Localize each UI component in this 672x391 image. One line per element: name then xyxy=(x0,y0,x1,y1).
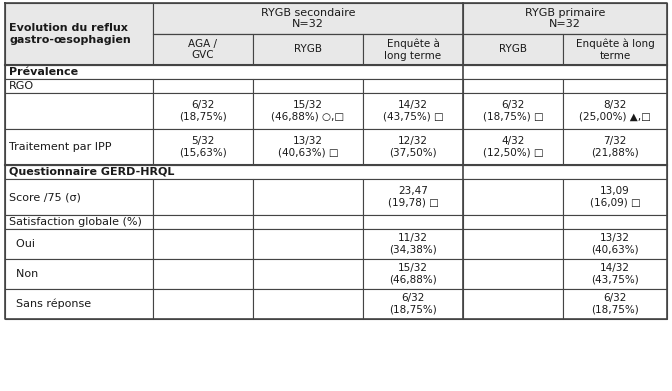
Bar xyxy=(253,34,363,65)
Bar xyxy=(153,289,253,319)
Text: 5/32
(15,63%): 5/32 (15,63%) xyxy=(179,136,227,158)
Text: AGA /
GVC: AGA / GVC xyxy=(189,39,218,60)
Bar xyxy=(5,65,667,79)
Bar xyxy=(5,165,667,179)
Bar xyxy=(363,229,463,259)
Bar xyxy=(363,259,463,289)
Text: 7/32
(21,88%): 7/32 (21,88%) xyxy=(591,136,639,158)
Bar xyxy=(563,179,667,215)
Bar xyxy=(153,179,253,215)
Bar xyxy=(463,79,563,93)
Text: 12/32
(37,50%): 12/32 (37,50%) xyxy=(389,136,437,158)
Bar xyxy=(253,229,363,259)
Text: RYGB: RYGB xyxy=(294,45,322,54)
Bar xyxy=(463,93,563,129)
Text: Enquête à
long terme: Enquête à long terme xyxy=(384,38,442,61)
Bar xyxy=(5,79,153,93)
Text: 6/32
(18,75%): 6/32 (18,75%) xyxy=(179,100,227,122)
Text: 8/32
(25,00%) ▲,□: 8/32 (25,00%) ▲,□ xyxy=(579,100,651,122)
Bar xyxy=(253,93,363,129)
Bar xyxy=(363,34,463,65)
Text: 13/32
(40,63%): 13/32 (40,63%) xyxy=(591,233,639,255)
Text: Satisfaction globale (%): Satisfaction globale (%) xyxy=(9,217,142,227)
Bar xyxy=(5,3,667,65)
Bar xyxy=(563,34,667,65)
Text: 15/32
(46,88%) ○,□: 15/32 (46,88%) ○,□ xyxy=(271,100,345,122)
Text: Oui: Oui xyxy=(9,239,35,249)
Text: Evolution du reflux
gastro-œsophagien: Evolution du reflux gastro-œsophagien xyxy=(9,23,131,45)
Bar xyxy=(563,289,667,319)
Bar xyxy=(363,179,463,215)
Bar xyxy=(153,34,253,65)
Bar xyxy=(363,129,463,165)
Text: RGO: RGO xyxy=(9,81,34,91)
Bar xyxy=(463,3,667,34)
Text: RYGB primaire
N=32: RYGB primaire N=32 xyxy=(525,8,605,29)
Bar xyxy=(153,129,253,165)
Bar xyxy=(153,229,253,259)
Bar xyxy=(5,229,153,259)
Bar xyxy=(363,215,463,229)
Bar xyxy=(463,179,563,215)
Bar xyxy=(153,79,253,93)
Bar xyxy=(563,93,667,129)
Bar xyxy=(463,34,563,65)
Text: Non: Non xyxy=(9,269,38,279)
Bar xyxy=(5,259,153,289)
Bar xyxy=(463,289,563,319)
Bar xyxy=(463,215,563,229)
Text: 13,09
(16,09) □: 13,09 (16,09) □ xyxy=(589,186,640,208)
Bar xyxy=(5,215,153,229)
Bar xyxy=(463,229,563,259)
Text: 23,47
(19,78) □: 23,47 (19,78) □ xyxy=(388,186,438,208)
Text: Traitement par IPP: Traitement par IPP xyxy=(9,142,112,152)
Bar xyxy=(363,93,463,129)
Bar xyxy=(463,259,563,289)
Text: 4/32
(12,50%) □: 4/32 (12,50%) □ xyxy=(482,136,544,158)
Bar xyxy=(5,93,153,129)
Bar xyxy=(5,129,153,165)
Bar xyxy=(563,79,667,93)
Bar xyxy=(153,93,253,129)
Text: 11/32
(34,38%): 11/32 (34,38%) xyxy=(389,233,437,255)
Bar xyxy=(253,215,363,229)
Bar xyxy=(253,129,363,165)
Text: 6/32
(18,75%): 6/32 (18,75%) xyxy=(389,293,437,315)
Text: 6/32
(18,75%) □: 6/32 (18,75%) □ xyxy=(482,100,544,122)
Bar xyxy=(153,215,253,229)
Text: Sans réponse: Sans réponse xyxy=(9,299,91,309)
Text: 15/32
(46,88%): 15/32 (46,88%) xyxy=(389,263,437,285)
Text: 13/32
(40,63%) □: 13/32 (40,63%) □ xyxy=(278,136,338,158)
Text: Enquête à long
terme: Enquête à long terme xyxy=(576,38,655,61)
Bar xyxy=(5,179,153,215)
Text: 6/32
(18,75%): 6/32 (18,75%) xyxy=(591,293,639,315)
Bar xyxy=(563,259,667,289)
Bar xyxy=(563,229,667,259)
Text: RYGB secondaire
N=32: RYGB secondaire N=32 xyxy=(261,8,355,29)
Bar xyxy=(253,79,363,93)
Bar xyxy=(153,259,253,289)
Bar xyxy=(563,129,667,165)
Bar xyxy=(253,289,363,319)
Text: 14/32
(43,75%): 14/32 (43,75%) xyxy=(591,263,639,285)
Text: Questionnaire GERD-HRQL: Questionnaire GERD-HRQL xyxy=(9,167,174,177)
Text: Score /75 (σ): Score /75 (σ) xyxy=(9,192,81,202)
Bar xyxy=(363,289,463,319)
Bar xyxy=(463,129,563,165)
Text: Prévalence: Prévalence xyxy=(9,67,78,77)
Bar xyxy=(253,259,363,289)
Bar xyxy=(363,79,463,93)
Bar xyxy=(563,215,667,229)
Bar xyxy=(153,3,463,34)
Text: RYGB: RYGB xyxy=(499,45,527,54)
Bar xyxy=(5,289,153,319)
Text: 14/32
(43,75%) □: 14/32 (43,75%) □ xyxy=(382,100,444,122)
Bar xyxy=(5,3,153,65)
Bar xyxy=(253,179,363,215)
